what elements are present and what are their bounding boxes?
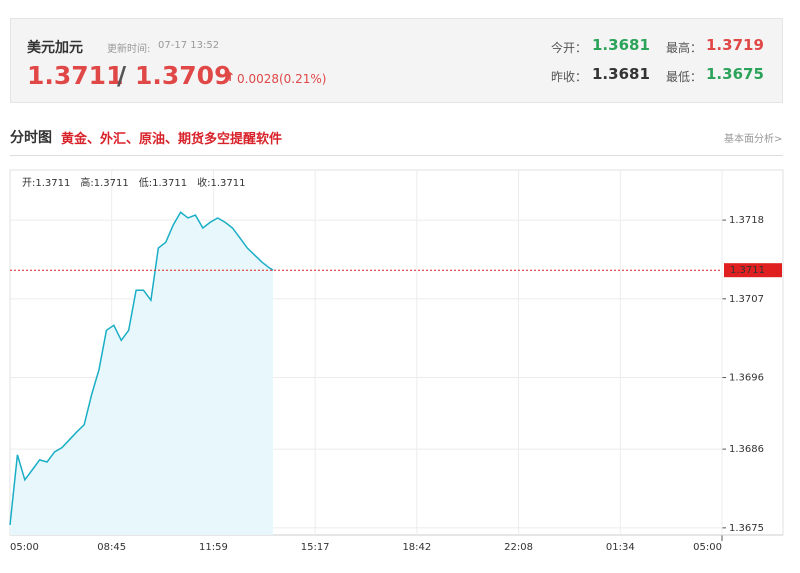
ref-label: 1.3711 <box>730 265 765 276</box>
update-time: 07-17 13:52 <box>158 40 220 51</box>
y-tick-label: 1.3718 <box>729 215 764 226</box>
promo-link[interactable]: 黄金、外汇、原油、期货多空提醒软件 <box>61 132 283 147</box>
divider <box>10 155 783 156</box>
info-value: 1.3711 <box>35 178 70 189</box>
prev-close-value: 1.3681 <box>592 65 650 83</box>
ask: 1.3709 <box>135 61 232 90</box>
info-value: 1.3711 <box>211 178 246 189</box>
change: 0.0028(0.21%) <box>237 72 327 86</box>
info-label: 收: <box>197 176 210 189</box>
section-title: 分时图 <box>10 130 52 146</box>
update-label: 更新时间: <box>107 44 151 55</box>
analysis-link[interactable]: 基本面分析> <box>724 134 783 145</box>
ref-label-bg <box>724 263 782 278</box>
info-label: 开: <box>22 178 35 189</box>
price-line <box>9 211 274 526</box>
y-tick-label: 1.3696 <box>729 373 764 384</box>
info-label: 高: <box>80 176 93 189</box>
low-label: 最低： <box>666 70 703 84</box>
quote-header: 美元加元 更新时间: 07-17 13:52 1.3711 / 1.3709 ↑… <box>10 18 783 103</box>
x-tick-label: 08:45 <box>97 542 126 553</box>
symbol-name: 美元加元 <box>27 40 83 56</box>
open-value: 1.3681 <box>592 36 650 54</box>
info-value: 1.3711 <box>94 178 129 189</box>
area-fill <box>10 212 274 535</box>
info-label: 低: <box>139 176 152 189</box>
x-tick-label: 22:08 <box>504 542 533 553</box>
separator: / <box>117 61 127 90</box>
x-tick-label: 18:42 <box>402 542 431 553</box>
high-label: 最高： <box>666 41 703 55</box>
x-tick-label: 01:34 <box>606 542 635 553</box>
up-arrow: ↑ <box>225 70 236 84</box>
open-label: 今开： <box>551 41 588 55</box>
y-tick-label: 1.3675 <box>729 523 764 534</box>
prev-close-label: 昨收： <box>551 70 588 84</box>
y-tick-label: 1.3686 <box>729 444 764 455</box>
low-value: 1.3675 <box>706 65 764 83</box>
high-value: 1.3719 <box>706 36 764 54</box>
x-tick-label: 05:00 <box>10 542 39 553</box>
bid: 1.3711 <box>27 61 124 90</box>
x-tick-label: 05:00 <box>693 542 722 553</box>
info-value: 1.3711 <box>152 178 187 189</box>
y-tick-label: 1.3707 <box>729 294 764 305</box>
x-tick-label: 11:59 <box>199 542 228 553</box>
x-tick-label: 15:17 <box>301 542 330 553</box>
